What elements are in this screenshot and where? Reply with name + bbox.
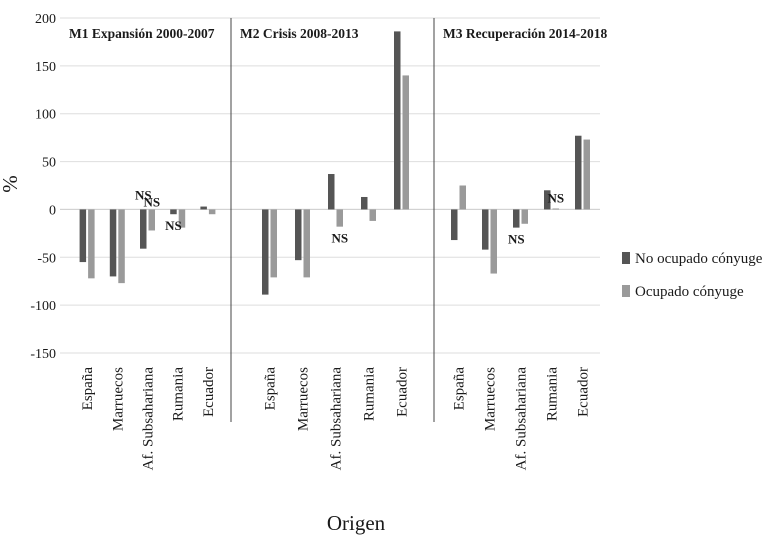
x-tick-label: España [263, 367, 279, 411]
x-tick-label: Marruecos [296, 367, 312, 431]
bar-ocupado [490, 209, 497, 274]
bar-ocupado [336, 209, 343, 227]
bar-ocupado [552, 208, 559, 210]
x-tick-label: Af. Subsahariana [329, 367, 345, 471]
y-tick-label: 50 [42, 156, 56, 171]
bar-no-ocupado [328, 174, 335, 210]
x-axis-title: Origen [327, 511, 386, 535]
legend-label: Ocupado cónyuge [635, 284, 744, 300]
bar-ocupado [459, 185, 466, 210]
bar-no-ocupado [544, 190, 551, 210]
bar-no-ocupado [513, 209, 520, 228]
y-tick-label: -50 [37, 251, 56, 266]
panel-2: M2 Crisis 2008-2013 España Marruecos Af. Su… [240, 26, 411, 470]
y-axis: -150 -100 -50 0 50 100 150 200 [30, 12, 56, 362]
x-tick-label: Ecuador [201, 367, 217, 417]
x-tick-label: Af. Subsahariana [141, 367, 157, 471]
panel-3: M3 Recuperación 2014-2018 España Marruecos… [443, 26, 607, 470]
y-tick-label: 0 [49, 203, 56, 218]
legend-swatch [622, 285, 630, 297]
bar-ocupado [208, 209, 216, 215]
panel-title: M2 Crisis 2008-2013 [240, 26, 359, 41]
x-tick-label: Af. Subsahariana [514, 367, 530, 471]
y-tick-label: -100 [30, 299, 56, 314]
bar-ocupado [88, 209, 95, 279]
bar-no-ocupado [451, 209, 458, 241]
panels: M1 Expansión 2000-2007 España Marruecos Af.… [69, 26, 607, 470]
panel-title: M3 Recuperación 2014-2018 [443, 26, 607, 41]
bar-ocupado [178, 209, 186, 228]
bar-no-ocupado [170, 209, 177, 215]
ns-annotation: NS [143, 194, 160, 209]
bar-no-ocupado [361, 196, 368, 210]
ns-annotation: NS [135, 187, 152, 202]
bar-no-ocupado [200, 206, 207, 210]
bar-ocupado [583, 139, 590, 210]
x-tick-label: España [80, 367, 96, 411]
x-tick-label: Rumania [362, 367, 378, 421]
bar-ocupado [521, 209, 528, 224]
bar-no-ocupado [482, 209, 489, 250]
y-axis-title: % [0, 175, 22, 193]
ns-annotation: NS [508, 232, 525, 247]
ns-annotation: NS [331, 231, 348, 246]
panel-1: M1 Expansión 2000-2007 España Marruecos Af.… [69, 26, 217, 470]
y-tick-label: 200 [35, 12, 56, 27]
y-tick-label: 150 [35, 60, 56, 75]
x-tick-label: Marruecos [110, 367, 126, 431]
x-tick-label: Ecuador [395, 367, 411, 417]
bar-ocupado [118, 209, 125, 284]
x-tick-label: Marruecos [483, 367, 499, 431]
y-tick-label: 100 [35, 108, 56, 123]
panel-title: M1 Expansión 2000-2007 [69, 26, 215, 41]
x-tick-label: Ecuador [576, 367, 592, 417]
bar-ocupado [402, 75, 409, 210]
bar-no-ocupado [79, 209, 87, 263]
bar-no-ocupado [109, 209, 117, 277]
legend: No ocupado cónyuge Ocupado cónyuge [622, 251, 763, 300]
y-tick-label: -150 [30, 347, 56, 362]
bar-ocupado [270, 209, 277, 278]
bar-no-ocupado [262, 209, 269, 295]
ns-annotation: NS [165, 218, 182, 233]
x-tick-label: España [452, 367, 468, 411]
bar-no-ocupado [140, 209, 147, 249]
x-tick-label: Rumania [545, 367, 561, 421]
x-tick-label: Rumania [171, 367, 187, 421]
legend-swatch [622, 252, 630, 264]
bar-ocupado [369, 209, 376, 221]
bar-no-ocupado [295, 209, 302, 261]
bar-ocupado [303, 209, 310, 278]
ns-annotation: NS [547, 190, 564, 205]
bar-ocupado [148, 209, 155, 231]
bar-no-ocupado [575, 135, 582, 210]
bar-no-ocupado [394, 31, 401, 210]
legend-label: No ocupado cónyuge [635, 251, 763, 267]
